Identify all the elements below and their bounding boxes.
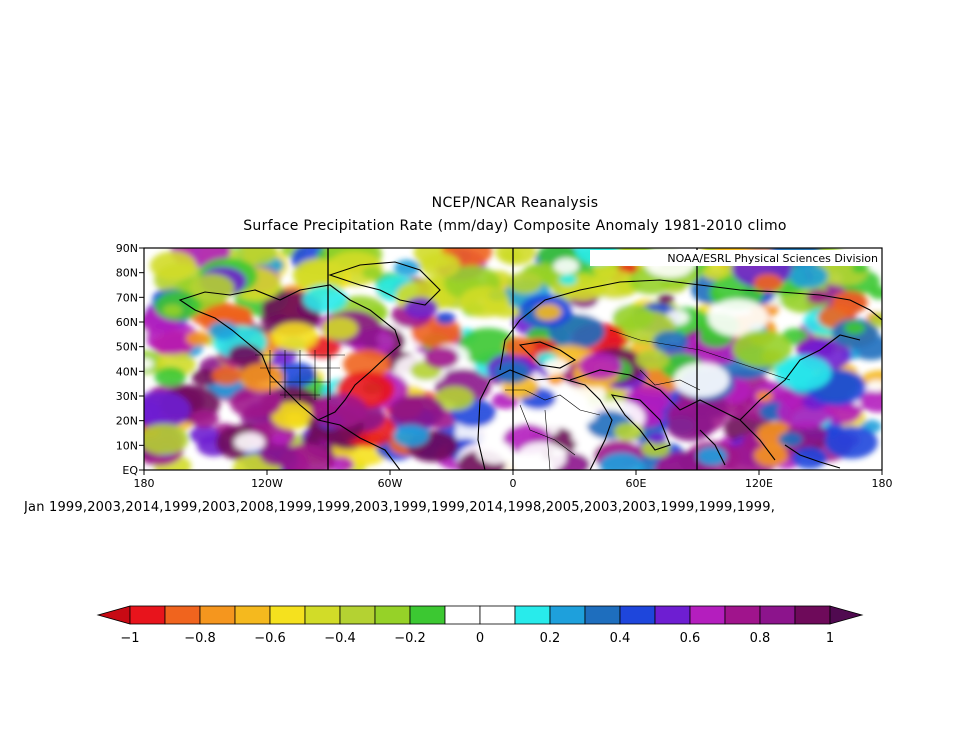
colorbar-cell — [269, 605, 306, 625]
colorbar-tick-label: 0 — [476, 631, 484, 646]
colorbar-cell — [619, 605, 656, 625]
colorbar-tick-label: −0.8 — [184, 631, 216, 646]
credit-box — [590, 250, 880, 266]
lon-tick-label: 60W — [378, 477, 403, 490]
lon-tick-label: 0 — [510, 477, 517, 490]
colorbar-cell — [654, 605, 691, 625]
lon-tick-label: 180 — [872, 477, 893, 490]
composite-years-label: Jan 1999,2003,2014,1999,2003,2008,1999,1… — [24, 500, 776, 515]
colorbar-cell — [689, 605, 726, 625]
lon-tick-label: 120W — [251, 477, 283, 490]
longitude-axis: 180 120W 60W 0 60E 120E 180 — [134, 470, 893, 490]
chart-title: NCEP/NCAR Reanalysis — [431, 195, 599, 211]
lon-tick-label: 180 — [134, 477, 155, 490]
lat-tick-label: 70N — [116, 291, 138, 304]
credit-text: NOAA/ESRL Physical Sciences Division — [667, 252, 878, 265]
anomaly-field — [144, 248, 882, 470]
lon-tick-label: 60E — [626, 477, 647, 490]
lat-tick-label: 80N — [116, 267, 138, 280]
lon-tick-label: 120E — [745, 477, 773, 490]
colorbar-tick-label: −1 — [120, 631, 139, 646]
colorbar-cell — [479, 605, 516, 625]
colorbar-cell — [339, 605, 376, 625]
colorbar-cell — [374, 605, 411, 625]
colorbar-tick-label: −0.6 — [254, 631, 286, 646]
colorbar-cell — [444, 605, 481, 625]
coastlines — [178, 261, 882, 470]
colorbar-cell — [549, 605, 586, 625]
colorbar-cell — [164, 605, 201, 625]
colorbar-cell — [409, 605, 446, 625]
colorbar-left-arrow — [96, 605, 131, 625]
colorbar-cell — [724, 605, 761, 625]
chart-subtitle: Surface Precipitation Rate (mm/day) Comp… — [243, 218, 787, 234]
colorbar-cell — [199, 605, 236, 625]
lat-tick-label: 10N — [116, 439, 138, 452]
colorbar-tick-label: 1 — [826, 631, 834, 646]
colorbar-tick-label: −0.4 — [324, 631, 356, 646]
colorbar-tick-label: −0.2 — [394, 631, 426, 646]
lat-tick-label: 60N — [116, 316, 138, 329]
colorbar-tick-label: 0.2 — [540, 631, 561, 646]
colorbar-cell — [759, 605, 796, 625]
colorbar-tick-label: 0.4 — [610, 631, 631, 646]
colorbar-cell — [304, 605, 341, 625]
lat-tick-label: 20N — [116, 415, 138, 428]
colorbar-right-arrow — [829, 605, 864, 625]
latitude-axis: 90N 80N 70N 60N 50N 40N 30N 20N 10N EQ — [116, 242, 144, 477]
colorbar-tick-label: 0.8 — [750, 631, 771, 646]
colorbar-cell — [234, 605, 271, 625]
colorbar-tick-label: 0.6 — [680, 631, 701, 646]
lat-tick-label: 90N — [116, 242, 138, 255]
borders — [255, 329, 791, 470]
colorbar-cell — [584, 605, 621, 625]
colorbar-cell — [514, 605, 551, 625]
lat-tick-label: 40N — [116, 365, 138, 378]
lat-tick-label: EQ — [122, 464, 138, 477]
colorbar-cell — [794, 605, 831, 625]
lat-tick-label: 50N — [116, 341, 138, 354]
colorbar-cell — [129, 605, 166, 625]
lat-tick-label: 30N — [116, 390, 138, 403]
